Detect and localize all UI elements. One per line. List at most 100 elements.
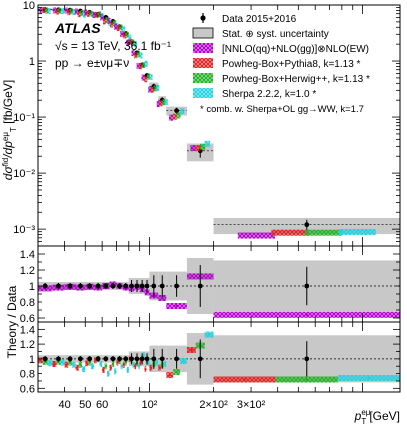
ratio-y-tick-label: 0.8: [20, 297, 35, 309]
ratio-data-point: [129, 283, 134, 289]
ratio-pred-marker: [43, 360, 47, 363]
ratio-pred-marker: [134, 365, 137, 368]
ratio-y-tick-label: 1.4: [20, 249, 35, 261]
main-pred-box: [148, 86, 152, 93]
main-pred-box: [190, 145, 196, 152]
main-pred-box: [162, 99, 166, 106]
ratio-data-point: [67, 356, 73, 362]
ratio-data-point: [56, 356, 61, 362]
ratio-pred-marker: [190, 348, 193, 352]
ratio-pred-marker: [122, 363, 125, 366]
ratio-data-point: [151, 283, 157, 289]
main-pred-box: [119, 24, 123, 31]
main-pred-box: [84, 9, 88, 16]
ratio-pred-marker: [144, 367, 147, 371]
main-pred-box: [97, 11, 101, 18]
x-tick-label: 10²: [141, 399, 157, 411]
main-pred-box: [55, 8, 59, 15]
y-tick-label: 10⁻²: [13, 168, 35, 180]
ratio-pred-marker: [104, 365, 108, 368]
ratio-pred-marker: [207, 333, 211, 336]
ratio-data-point: [159, 283, 165, 289]
ratio-pred-marker: [88, 361, 91, 364]
main-pred-box: [156, 101, 160, 108]
main-pred-box: [176, 112, 181, 119]
ratio-pred-marker: [99, 362, 102, 366]
ratio-pred-marker: [305, 313, 308, 316]
ratio-pred-marker: [145, 291, 149, 294]
main-pred-box: [164, 98, 168, 105]
data-point: [174, 108, 180, 114]
ratio-data-point: [87, 356, 93, 362]
main-pred-box: [168, 114, 174, 121]
ratio2-data-points: [42, 339, 310, 379]
ratio-data-point: [139, 283, 145, 289]
y-tick-label: 10⁻¹: [13, 112, 35, 124]
ratio-data-point: [129, 356, 134, 362]
ratio-y-tick-label: 0.6: [20, 313, 35, 325]
x-tick-label: 40: [58, 399, 70, 411]
ratio2-frame: [37, 321, 401, 393]
main-pred-box: [107, 17, 111, 24]
ratio-data-point: [134, 356, 140, 362]
ratio-data-point: [151, 356, 157, 362]
main-pred-box: [122, 26, 126, 33]
main-pred-box: [204, 140, 211, 147]
main-pred-box: [126, 39, 130, 46]
main-pred-box: [100, 14, 104, 21]
main-pred-box: [153, 85, 157, 92]
main-pred-box: [67, 9, 71, 16]
ratio-pred-marker: [137, 365, 140, 368]
main-pred-box: [141, 74, 145, 81]
ratio-data-point: [159, 356, 165, 362]
legend-label-pythia: Powheg-Box+Pythia8, k=1.13 *: [222, 59, 361, 70]
ratio-y-tick-label: 1: [29, 354, 35, 366]
ratio-data-point: [123, 356, 129, 362]
legend-entry-nnlo: [NNLO(qq)+NLO(gg)]⊗NLO(EW): [193, 43, 369, 55]
ratio-pred-marker: [39, 359, 42, 362]
ratio2-y-ticks: 1.4 1.2 1 0.8 0.6: [20, 324, 400, 395]
ratio-data-point: [144, 283, 150, 289]
y-axis-label: dσfid/dpeμT [fb/GeV]: [1, 80, 18, 180]
ratio-data-point: [42, 283, 48, 289]
main-pred-box: [195, 145, 201, 152]
experiment-label: ATLAS: [54, 20, 101, 36]
ratio-pred-marker: [161, 296, 164, 300]
main-pred-box: [44, 7, 48, 14]
ratio-pred-marker: [61, 361, 64, 364]
legend-entry-data: Data 2015+2016: [200, 13, 297, 25]
main-pred-box: [122, 32, 126, 39]
main-pred-box: [47, 8, 51, 15]
ratio-pred-marker: [72, 363, 75, 366]
ratio-y-tick-label: 1.2: [20, 265, 35, 277]
ratio-pred-marker: [126, 368, 129, 372]
main-pred-box: [338, 229, 376, 236]
main-pred-box: [116, 24, 120, 31]
ratio-y-tick-label: 1.4: [20, 324, 35, 336]
main-pred-box: [64, 7, 68, 14]
main-pred-box: [42, 7, 46, 14]
legend-label-herwig: Powheg-Box+Herwig++, k=1.13 *: [222, 74, 370, 85]
ratio-data-point: [304, 356, 310, 362]
main-pred-box: [139, 52, 143, 59]
ratio-data-point: [42, 356, 48, 362]
ratio-pred-marker: [48, 362, 52, 365]
main-pred-box: [114, 23, 118, 30]
main-pred-box: [102, 18, 106, 25]
ratio-data-point: [95, 283, 101, 289]
ratio-data-point: [144, 356, 150, 362]
ratio-data-point: [197, 283, 203, 289]
ratio-y-tick-label: 0.8: [20, 369, 35, 381]
y-tick-label: 1: [29, 56, 35, 68]
main-pred-box: [74, 8, 78, 15]
ratio-pred-marker: [107, 372, 110, 375]
ratio-pred-marker: [120, 365, 123, 368]
ratio-y-tick-label: 1.2: [20, 339, 35, 351]
ratio-panel-2: 1.4 1.2 1 0.8 0.6: [20, 321, 401, 395]
ratio-pred-marker: [175, 304, 178, 308]
ratio-data-point: [95, 356, 101, 362]
ratio-data-point: [197, 356, 203, 362]
ratio-pred-marker: [102, 368, 105, 372]
main-pred-box: [52, 7, 56, 14]
